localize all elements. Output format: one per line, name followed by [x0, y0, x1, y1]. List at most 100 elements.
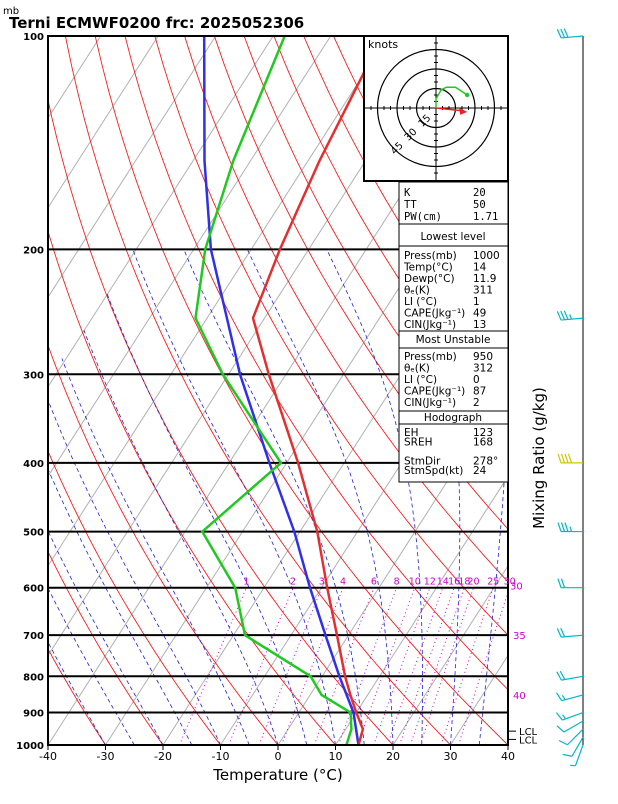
wind-barb-flag [556, 713, 562, 720]
x-tick-label: 40 [501, 750, 515, 763]
mixing-ratio-label: 2 [290, 577, 296, 588]
mixing-ratio-label: 20 [467, 577, 479, 588]
hodograph-stats-title: Hodograph [424, 412, 482, 424]
table-row-label: LI (°C) [404, 374, 437, 386]
theta-e-labels: 35 40 30 [510, 582, 526, 702]
tt-value: 50 [473, 199, 486, 211]
wind-barb-flag [564, 29, 568, 38]
dry-adiabat [512, 36, 618, 745]
table-row-label: LI (°C) [404, 296, 437, 308]
wind-barb-flag [561, 29, 565, 38]
p-tick-label: 500 [23, 528, 44, 539]
k-label: K [404, 187, 411, 199]
p-tick-label: 700 [23, 631, 44, 642]
x-axis-label: Temperature (°C) [212, 766, 342, 784]
table-row-value: 14 [473, 262, 487, 274]
wind-barb-flag [570, 527, 572, 532]
table-row-label: SREH [404, 437, 433, 449]
pw-value: 1.71 [473, 211, 498, 223]
mixing-ratio-label: 6 [371, 577, 377, 588]
table-row-value: 0 [473, 374, 480, 386]
pw-label: PW(cm) [404, 211, 442, 223]
x-tick-label: 20 [386, 750, 400, 763]
wind-barb-flag [558, 523, 561, 532]
p-tick-label: 200 [23, 245, 44, 256]
theta-e-label: 40 [513, 691, 526, 702]
wind-barb-flag [561, 311, 565, 320]
table-row-value: 1 [473, 296, 480, 308]
table-row-label: θₑ(K) [404, 285, 430, 297]
tt-label: TT [404, 199, 417, 211]
x-tick-label: 0 [275, 750, 282, 763]
table-row-value: 2 [473, 397, 480, 409]
wind-barb-flag [565, 454, 568, 463]
x-tick-label: 30 [444, 750, 458, 763]
p-tick-label: 100 [23, 32, 44, 43]
x-tick-label: 10 [329, 750, 343, 763]
wind-barb-flag [557, 693, 562, 701]
wind-barb-flag [557, 29, 561, 38]
k-value: 20 [473, 187, 486, 199]
wind-barb-flag [570, 314, 572, 319]
wind-barb-flag [558, 454, 561, 463]
wind-barb-flag [557, 628, 561, 637]
table-row-label: Dewp(°C) [404, 273, 455, 285]
table-row-value: 168 [473, 437, 493, 449]
p-tick-label: 300 [23, 370, 44, 381]
dry-adiabat [572, 36, 618, 745]
table-row-value: 311 [473, 285, 493, 297]
table-row-value: 24 [473, 465, 487, 477]
mixing-ratio-label: 25 [487, 577, 499, 588]
table-row-label: StmSpd(kt) [404, 465, 463, 477]
wind-barb-staff [564, 721, 583, 732]
table-row-value: 312 [473, 363, 493, 375]
theta-e-label: 35 [513, 631, 526, 642]
table-row-value: 13 [473, 319, 486, 331]
wind-barb-flag [562, 454, 565, 463]
x-tick-label: -20 [154, 750, 172, 763]
table-row-value: 950 [473, 351, 493, 363]
most-unstable-title: Most Unstable [416, 334, 491, 346]
table-row-label: CIN(Jkg⁻¹) [404, 397, 456, 409]
wind-barb-flag [564, 311, 568, 320]
table-row-value: 49 [473, 308, 486, 320]
lowest-level-title: Lowest level [420, 231, 485, 243]
p-tick-label: 1000 [16, 741, 44, 752]
table-row-label: Press(mb) [404, 250, 457, 262]
mixing-ratio-label: 12 [424, 577, 436, 588]
x-tick-label: -30 [97, 750, 115, 763]
wind-barb-flag [558, 579, 561, 588]
table-row-label: Press(mb) [404, 351, 457, 363]
wind-barb-flag [562, 523, 565, 532]
wind-barb-flag [565, 523, 568, 532]
x-tick-label: -10 [212, 750, 230, 763]
table-row-value: 11.9 [473, 273, 496, 285]
wind-barb-flag [559, 741, 567, 745]
wind-barbs [556, 29, 583, 766]
wind-barb-flag [562, 695, 565, 699]
table-row-value: 87 [473, 386, 486, 398]
table-row-label: CAPE(Jkg⁻¹) [404, 386, 465, 398]
mixing-ratio-label: 4 [340, 577, 346, 588]
dry-adiabat [602, 36, 618, 745]
hodograph-units-label: knots [368, 38, 398, 51]
theta-e-label: 30 [510, 582, 523, 593]
dry-adiabat [542, 36, 618, 745]
mixing-ratio-label: 10 [409, 577, 421, 588]
mixing-ratio-label: 1 [243, 577, 249, 588]
wind-barb-flag [557, 311, 561, 320]
y-right-label: Mixing Ratio (g/kg) [530, 387, 548, 529]
lcl-label: LCL [519, 735, 538, 746]
chart-title: Terni ECMWF0200 frc: 2025052306 [9, 14, 304, 32]
table-row-label: θₑ(K) [404, 363, 430, 375]
p-tick-label: 400 [23, 459, 44, 470]
wind-barb-flag [562, 579, 565, 588]
index-tables: K 20 TT 50 PW(cm) 1.71 Lowest level Pres… [399, 182, 508, 482]
p-tick-label: 600 [23, 584, 44, 595]
mixing-ratio-label: 3 [319, 577, 325, 588]
p-tick-label: 800 [23, 672, 44, 683]
table-row-label: CIN(Jkg⁻¹) [404, 319, 456, 331]
wind-barb-flag [562, 715, 565, 719]
